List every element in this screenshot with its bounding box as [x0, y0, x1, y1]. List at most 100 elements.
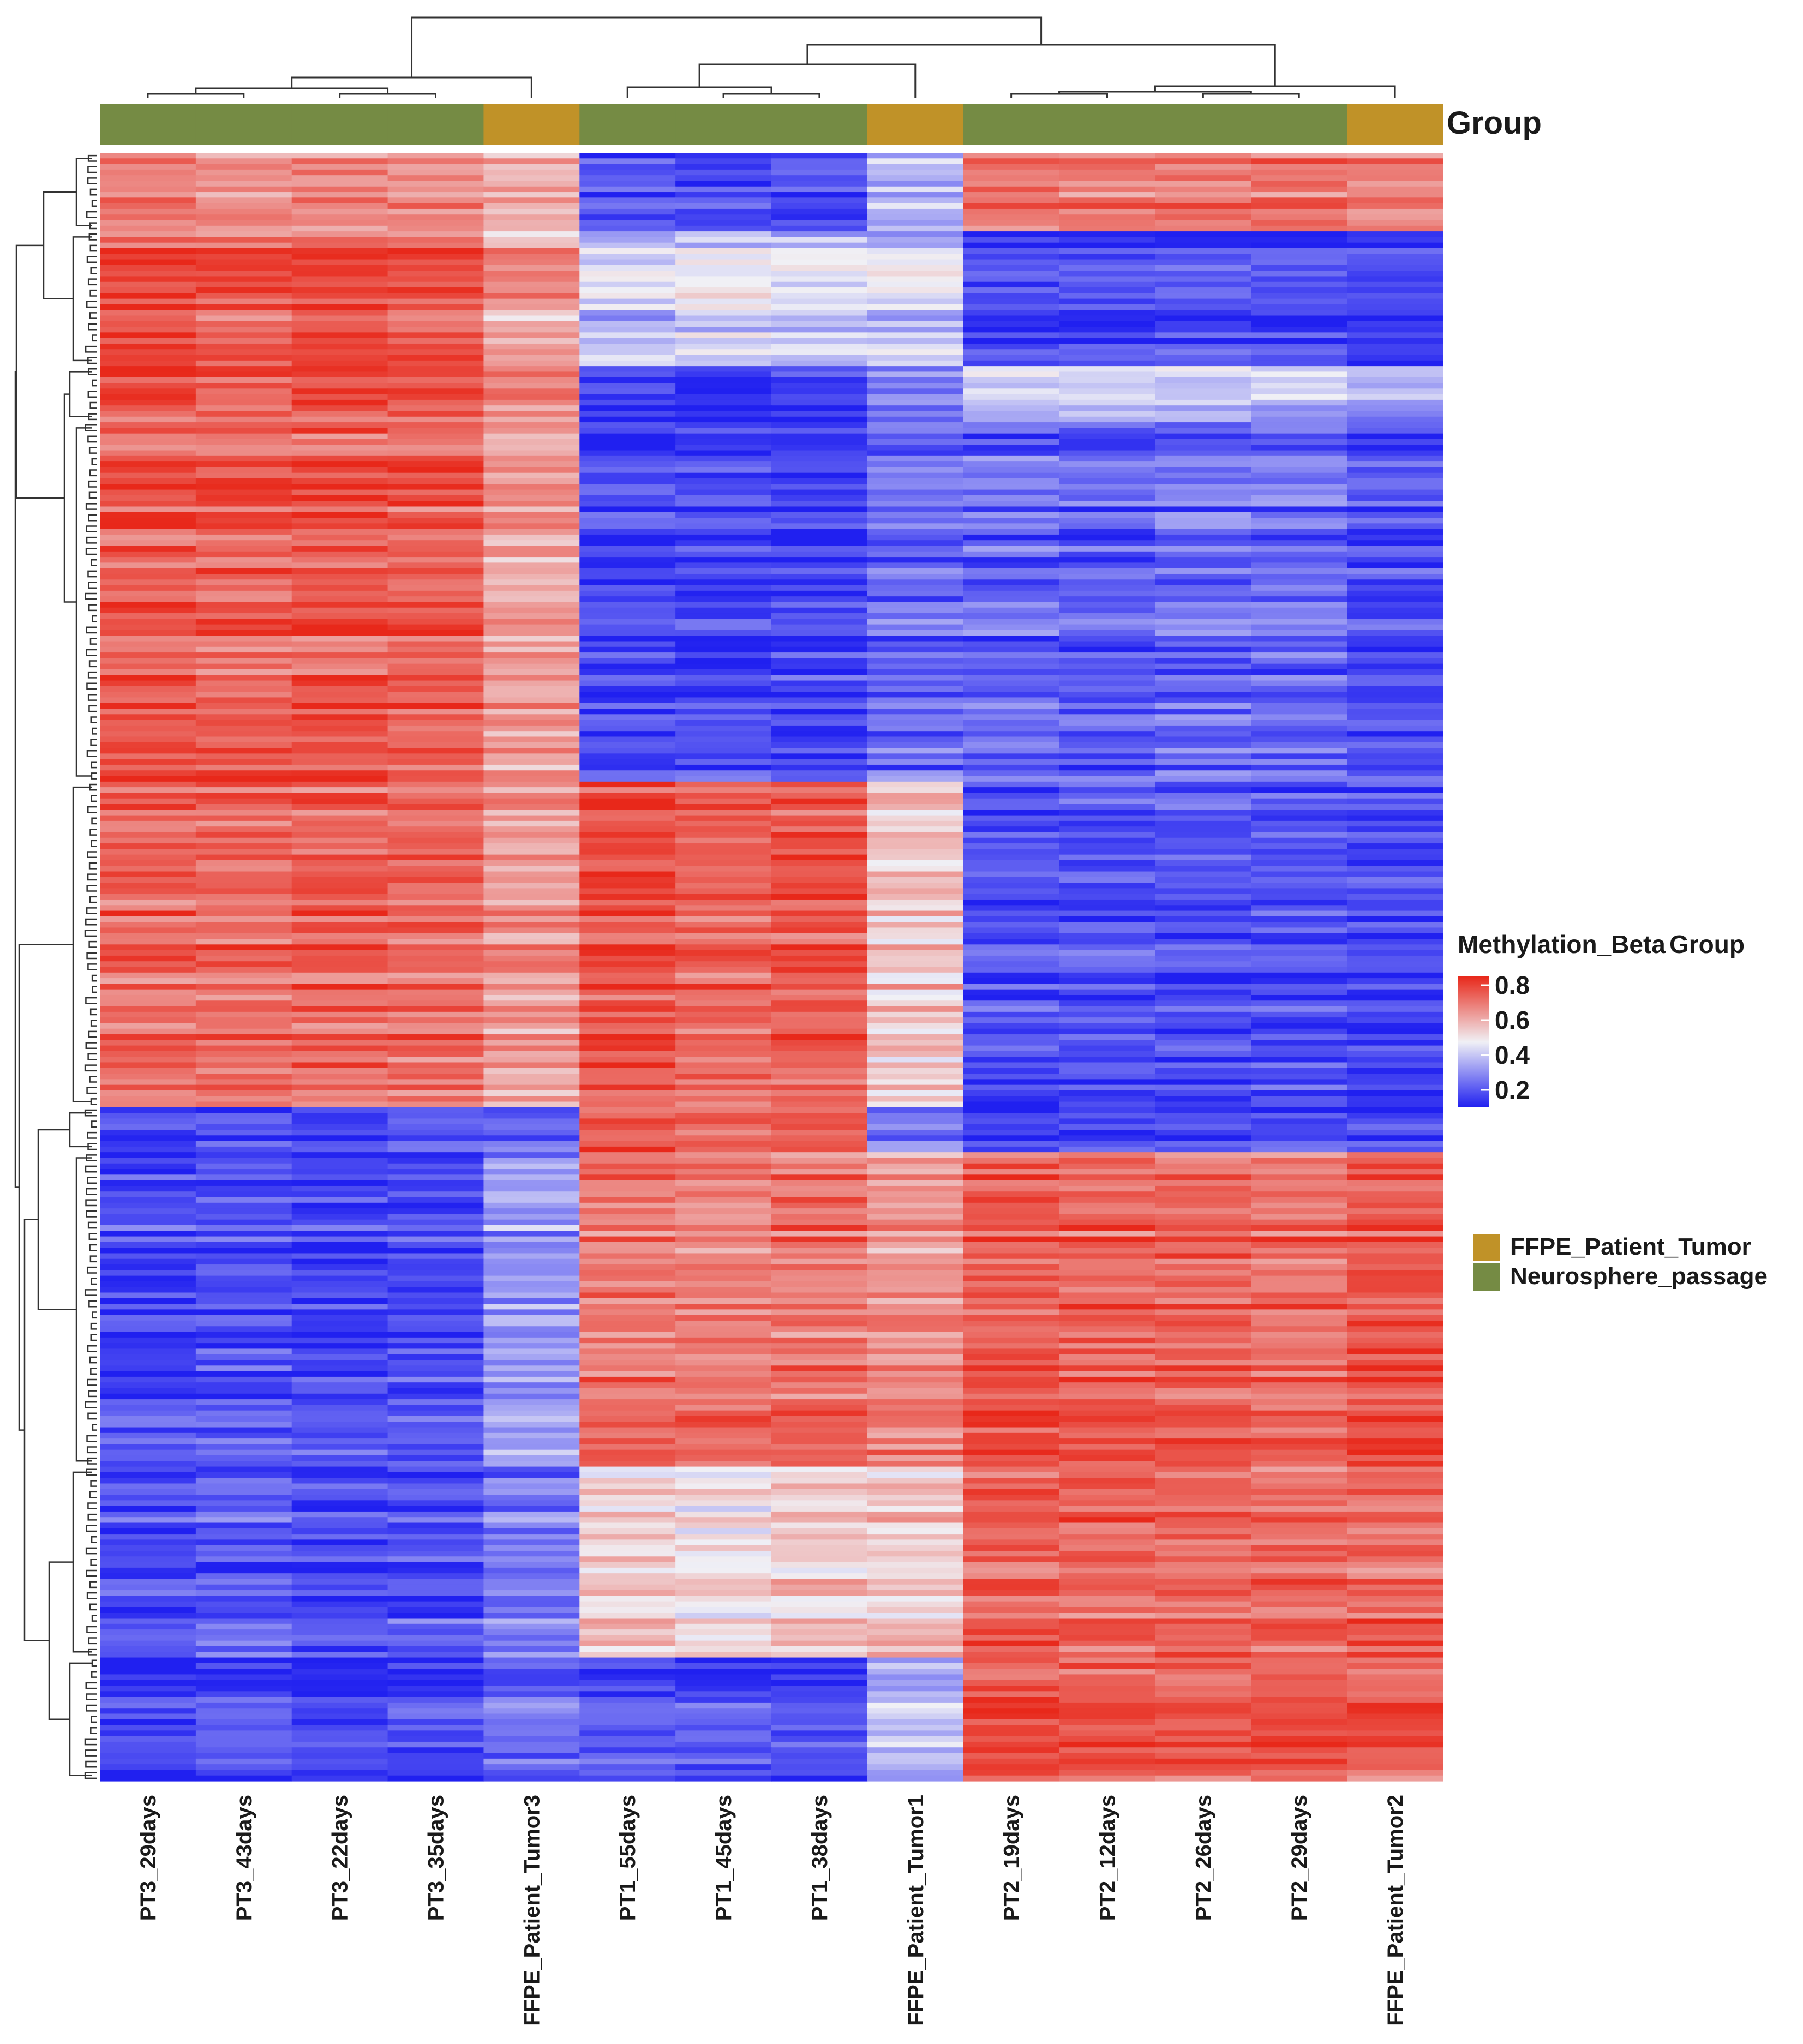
- heatmap-cell: [291, 1130, 388, 1136]
- heatmap-cell: [291, 1517, 388, 1524]
- heatmap-cell: [1251, 1248, 1347, 1254]
- heatmap-cell: [1155, 1478, 1251, 1484]
- heatmap-cell: [675, 1315, 772, 1321]
- heatmap-cell: [1347, 630, 1443, 636]
- heatmap-cell: [1251, 1281, 1347, 1287]
- heatmap-cell: [100, 1539, 196, 1546]
- heatmap-cell: [195, 1725, 292, 1731]
- heatmap-cell: [291, 1101, 388, 1108]
- heatmap-cell: [1059, 1674, 1156, 1681]
- heatmap-cell: [1347, 1416, 1443, 1422]
- heatmap-cell: [675, 1669, 772, 1675]
- heatmap-cell: [100, 383, 196, 389]
- heatmap-cell: [100, 675, 196, 681]
- heatmap-cell: [195, 1686, 292, 1692]
- heatmap-cell: [867, 764, 964, 771]
- heatmap-cell: [195, 512, 292, 518]
- heatmap-cell: [387, 1623, 484, 1630]
- heatmap-cell: [1059, 1618, 1156, 1625]
- heatmap-cell: [1347, 540, 1443, 547]
- heatmap-cell: [963, 1236, 1060, 1243]
- heatmap-cell: [291, 837, 388, 844]
- heatmap-cell: [771, 843, 868, 849]
- heatmap-cell: [579, 1393, 676, 1400]
- heatmap-cell: [963, 1270, 1060, 1276]
- heatmap-cell: [675, 939, 772, 945]
- heatmap-cell: [1347, 416, 1443, 423]
- heatmap-cell: [1251, 1584, 1347, 1591]
- heatmap-cell: [675, 1320, 772, 1327]
- heatmap-cell: [771, 343, 868, 350]
- heatmap-cell: [195, 1495, 292, 1501]
- heatmap-cell: [963, 355, 1060, 361]
- heatmap-cell: [1155, 787, 1251, 794]
- heatmap-cell: [1155, 1376, 1251, 1383]
- heatmap-cell: [579, 540, 676, 547]
- dendrogram-link: [86, 1704, 97, 1712]
- heatmap-cell: [1059, 1354, 1156, 1360]
- heatmap-cell: [1155, 237, 1251, 243]
- dendrogram-link: [87, 1378, 97, 1386]
- heatmap-cell: [291, 1287, 388, 1293]
- heatmap-cell: [1059, 1708, 1156, 1715]
- heatmap-cell: [675, 366, 772, 373]
- heatmap-cell: [100, 978, 196, 984]
- heatmap-cell: [963, 613, 1060, 619]
- heatmap-cell: [579, 1348, 676, 1355]
- dendrogram-link: [91, 761, 97, 769]
- heatmap-cell: [483, 955, 580, 962]
- heatmap-cell: [195, 1691, 292, 1698]
- heatmap-cell: [675, 646, 772, 653]
- heatmap-cell: [291, 383, 388, 389]
- dendrogram-link: [86, 301, 97, 308]
- heatmap-cell: [963, 1045, 1060, 1052]
- heatmap-cell: [291, 1410, 388, 1417]
- heatmap-cell: [771, 793, 868, 799]
- heatmap-cell: [100, 1640, 196, 1647]
- heatmap-cell: [1059, 692, 1156, 698]
- heatmap-cell: [195, 916, 292, 922]
- heatmap-cell: [1059, 1422, 1156, 1428]
- heatmap-cell: [100, 259, 196, 266]
- heatmap-cell: [1059, 613, 1156, 619]
- heatmap-cell: [387, 242, 484, 249]
- heatmap-cell: [1155, 529, 1251, 535]
- heatmap-cell: [291, 1365, 388, 1372]
- heatmap-cell: [195, 1304, 292, 1310]
- heatmap-cell: [675, 1332, 772, 1338]
- heatmap-cell: [387, 787, 484, 794]
- heatmap-cell: [675, 1405, 772, 1411]
- heatmap-cell: [291, 455, 388, 462]
- heatmap-cell: [1059, 1680, 1156, 1686]
- heatmap-cell: [387, 613, 484, 619]
- heatmap-cell: [675, 518, 772, 524]
- heatmap-cell: [675, 523, 772, 530]
- heatmap-cell: [675, 1567, 772, 1574]
- heatmap-cell: [483, 1096, 580, 1102]
- heatmap-cell: [771, 518, 868, 524]
- heatmap-cell: [1059, 248, 1156, 254]
- heatmap-cell: [1347, 961, 1443, 968]
- heatmap-cell: [483, 1674, 580, 1681]
- heatmap-cell: [579, 871, 676, 878]
- heatmap-cell: [1155, 1023, 1251, 1029]
- heatmap-cell: [100, 804, 196, 810]
- heatmap-cell: [1059, 652, 1156, 658]
- heatmap-cell: [100, 1141, 196, 1147]
- heatmap-cell: [387, 1607, 484, 1613]
- heatmap-cell: [195, 1174, 292, 1181]
- heatmap-cell: [1059, 703, 1156, 709]
- heatmap-cell: [1059, 1466, 1156, 1473]
- heatmap-cell: [771, 371, 868, 378]
- heatmap-cell: [1251, 731, 1347, 738]
- heatmap-cell: [1347, 433, 1443, 440]
- heatmap-cell: [100, 720, 196, 726]
- heatmap-cell: [1347, 1231, 1443, 1237]
- heatmap-cell: [675, 1741, 772, 1748]
- heatmap-cell: [291, 1084, 388, 1091]
- heatmap-cell: [771, 1741, 868, 1748]
- heatmap-cell: [963, 254, 1060, 260]
- heatmap-cell: [1155, 692, 1251, 698]
- heatmap-cell: [675, 1006, 772, 1012]
- heatmap-cell: [1251, 742, 1347, 748]
